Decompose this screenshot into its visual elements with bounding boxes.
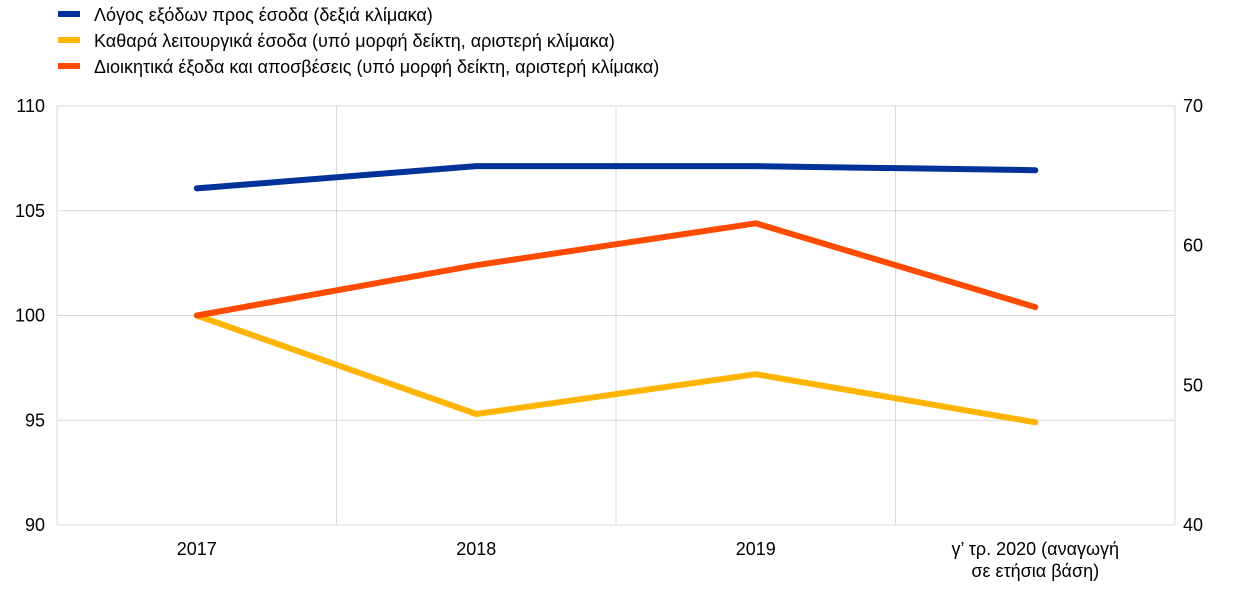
- legend-swatch-cost-income-ratio: [58, 11, 80, 18]
- y-left-tick-label: 110: [16, 96, 45, 116]
- series-line-1: [193, 312, 1039, 426]
- x-tick-label: 2019: [736, 539, 776, 559]
- y-right-tick-label: 70: [1183, 96, 1203, 116]
- x-tick-label-line: 2019: [736, 539, 776, 559]
- legend-swatch-net-operating-income: [58, 37, 80, 44]
- legend: Λόγος εξόδων προς έσοδα (δεξιά κλίμακα) …: [58, 2, 659, 80]
- x-tick-label-line: γ’ τρ. 2020 (αναγωγή: [951, 539, 1119, 559]
- legend-item-net-operating-income: Καθαρά λειτουργικά έσοδα (υπό μορφή δείκ…: [58, 28, 659, 54]
- y-left-tick-label: 95: [25, 410, 45, 430]
- legend-label-admin-expenses: Διοικητικά έξοδα και αποσβέσεις (υπό μορ…: [94, 57, 660, 77]
- y-right-tick-label: 60: [1183, 236, 1203, 256]
- gridlines: [56, 105, 1176, 526]
- legend-label-cost-income-ratio: Λόγος εξόδων προς έσοδα (δεξιά κλίμακα): [94, 5, 433, 25]
- x-tick-label: 2017: [177, 539, 217, 559]
- x-tick-label: γ’ τρ. 2020 (αναγωγή σε ετήσια βάση): [951, 539, 1119, 581]
- x-tick-label-line: 2017: [177, 539, 217, 559]
- y-right-tick-label: 40: [1183, 515, 1203, 535]
- legend-item-cost-income-ratio: Λόγος εξόδων προς έσοδα (δεξιά κλίμακα): [58, 2, 659, 28]
- x-axis: 2017 2018 2019 γ’ τρ. 2020 (αναγωγή σε ετήσι…: [177, 539, 1119, 581]
- y-axis-left: 90 95 100 105 110: [15, 96, 45, 535]
- y-right-tick-label: 50: [1183, 375, 1203, 395]
- x-tick-label-line: 2018: [456, 539, 496, 559]
- y-left-tick-label: 100: [15, 306, 45, 326]
- legend-label-net-operating-income: Καθαρά λειτουργικά έσοδα (υπό μορφή δείκ…: [94, 31, 615, 51]
- y-left-tick-label: 90: [25, 515, 45, 535]
- y-axis-right: 40 50 60 70: [1183, 96, 1203, 535]
- legend-item-admin-expenses: Διοικητικά έξοδα και αποσβέσεις (υπό μορ…: [58, 54, 659, 80]
- x-tick-label: 2018: [456, 539, 496, 559]
- y-left-tick-label: 105: [15, 201, 45, 221]
- series-line-2: [193, 220, 1039, 319]
- x-tick-label-line: σε ετήσια βάση): [971, 561, 1099, 581]
- legend-swatch-admin-expenses: [58, 63, 80, 70]
- series-lines: [193, 163, 1039, 426]
- series-line-0: [193, 163, 1039, 192]
